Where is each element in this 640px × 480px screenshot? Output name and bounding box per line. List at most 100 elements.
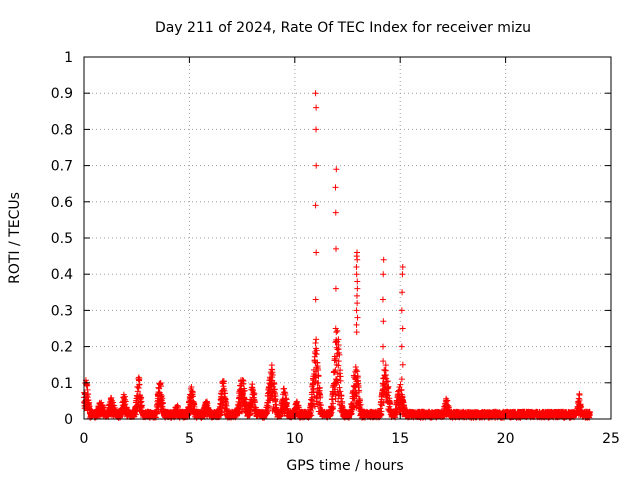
- y-tick-label: 0.7: [51, 159, 73, 175]
- data-point: [332, 357, 339, 364]
- data-point: [382, 362, 389, 369]
- data-point: [159, 400, 166, 407]
- data-point: [380, 271, 387, 278]
- data-point: [354, 278, 361, 285]
- data-point: [283, 400, 290, 407]
- data-point: [399, 361, 406, 368]
- data-point: [399, 325, 406, 332]
- data-point: [85, 390, 92, 397]
- data-point: [191, 403, 198, 410]
- data-point: [354, 285, 361, 292]
- data-point: [335, 358, 342, 365]
- data-point: [135, 385, 142, 392]
- data-point: [312, 202, 319, 209]
- data-point: [315, 379, 322, 386]
- x-tick-label: 25: [602, 431, 620, 447]
- data-points: [80, 90, 594, 421]
- data-point: [136, 376, 143, 383]
- y-tick-label: 0.1: [51, 376, 73, 392]
- data-point: [354, 314, 361, 321]
- data-point: [272, 396, 279, 403]
- data-point: [336, 351, 343, 358]
- data-point: [334, 376, 341, 383]
- data-point: [330, 400, 337, 407]
- data-point: [158, 383, 165, 390]
- x-tick-label: 0: [80, 431, 89, 447]
- data-point: [264, 410, 271, 417]
- data-point: [308, 412, 315, 419]
- data-point: [337, 377, 344, 384]
- data-point: [353, 321, 360, 328]
- y-tick-label: 0.9: [51, 86, 73, 102]
- data-point: [399, 271, 406, 278]
- y-tick-label: 0.5: [51, 231, 73, 247]
- data-point: [313, 249, 320, 256]
- data-point: [189, 389, 196, 396]
- data-point: [333, 166, 340, 173]
- data-point: [110, 399, 117, 406]
- data-point: [332, 285, 339, 292]
- data-point: [122, 398, 129, 405]
- data-point: [575, 395, 582, 402]
- y-tick-label: 0.6: [51, 195, 73, 211]
- data-point: [281, 389, 288, 396]
- data-point: [354, 256, 361, 263]
- data-point: [251, 398, 258, 405]
- y-tick-label: 1: [64, 50, 73, 66]
- data-point: [266, 386, 273, 393]
- data-point: [282, 392, 289, 399]
- data-point: [353, 263, 360, 270]
- y-tick-label: 0.2: [51, 340, 73, 356]
- data-point: [380, 358, 387, 365]
- data-point: [350, 372, 357, 379]
- grid: [84, 57, 611, 419]
- data-point: [332, 184, 339, 191]
- data-point: [353, 329, 360, 336]
- data-point: [398, 343, 405, 350]
- data-point: [380, 318, 387, 325]
- data-point: [309, 404, 316, 411]
- data-point: [337, 367, 344, 374]
- data-point: [136, 381, 143, 388]
- data-point: [379, 296, 386, 303]
- data-point: [335, 336, 342, 343]
- data-point: [356, 387, 363, 394]
- data-point: [312, 339, 319, 346]
- y-tick-label: 0.4: [51, 267, 73, 283]
- x-axis-label: GPS time / hours: [286, 458, 403, 474]
- y-axis-label: ROTI / TECUs: [7, 192, 23, 284]
- data-point: [350, 403, 357, 410]
- data-point: [251, 390, 258, 397]
- data-point: [313, 347, 320, 354]
- y-tick-label: 0.3: [51, 303, 73, 319]
- data-point: [154, 410, 161, 417]
- y-tick-label: 0: [64, 412, 73, 428]
- data-point: [398, 307, 405, 314]
- data-point: [313, 104, 320, 111]
- data-point: [331, 380, 338, 387]
- data-point: [353, 292, 360, 299]
- data-point: [269, 372, 276, 379]
- data-point: [315, 366, 322, 373]
- data-point: [248, 406, 255, 413]
- plot-frame: [83, 56, 612, 420]
- x-tick-label: 20: [497, 431, 515, 447]
- data-point: [204, 400, 211, 407]
- y-tick-label: 0.8: [51, 122, 73, 138]
- data-point: [338, 392, 345, 399]
- data-point: [313, 162, 320, 169]
- data-point: [313, 126, 320, 133]
- x-tick-label: 15: [391, 431, 409, 447]
- data-point: [353, 271, 360, 278]
- data-point: [329, 405, 336, 412]
- data-point: [138, 402, 145, 409]
- x-tick-label: 10: [286, 431, 304, 447]
- data-point: [336, 384, 343, 391]
- data-point: [356, 397, 363, 404]
- data-point: [380, 256, 387, 263]
- x-tick-label: 5: [185, 431, 194, 447]
- data-point: [220, 378, 227, 385]
- data-point: [379, 343, 386, 350]
- data-point: [312, 90, 319, 97]
